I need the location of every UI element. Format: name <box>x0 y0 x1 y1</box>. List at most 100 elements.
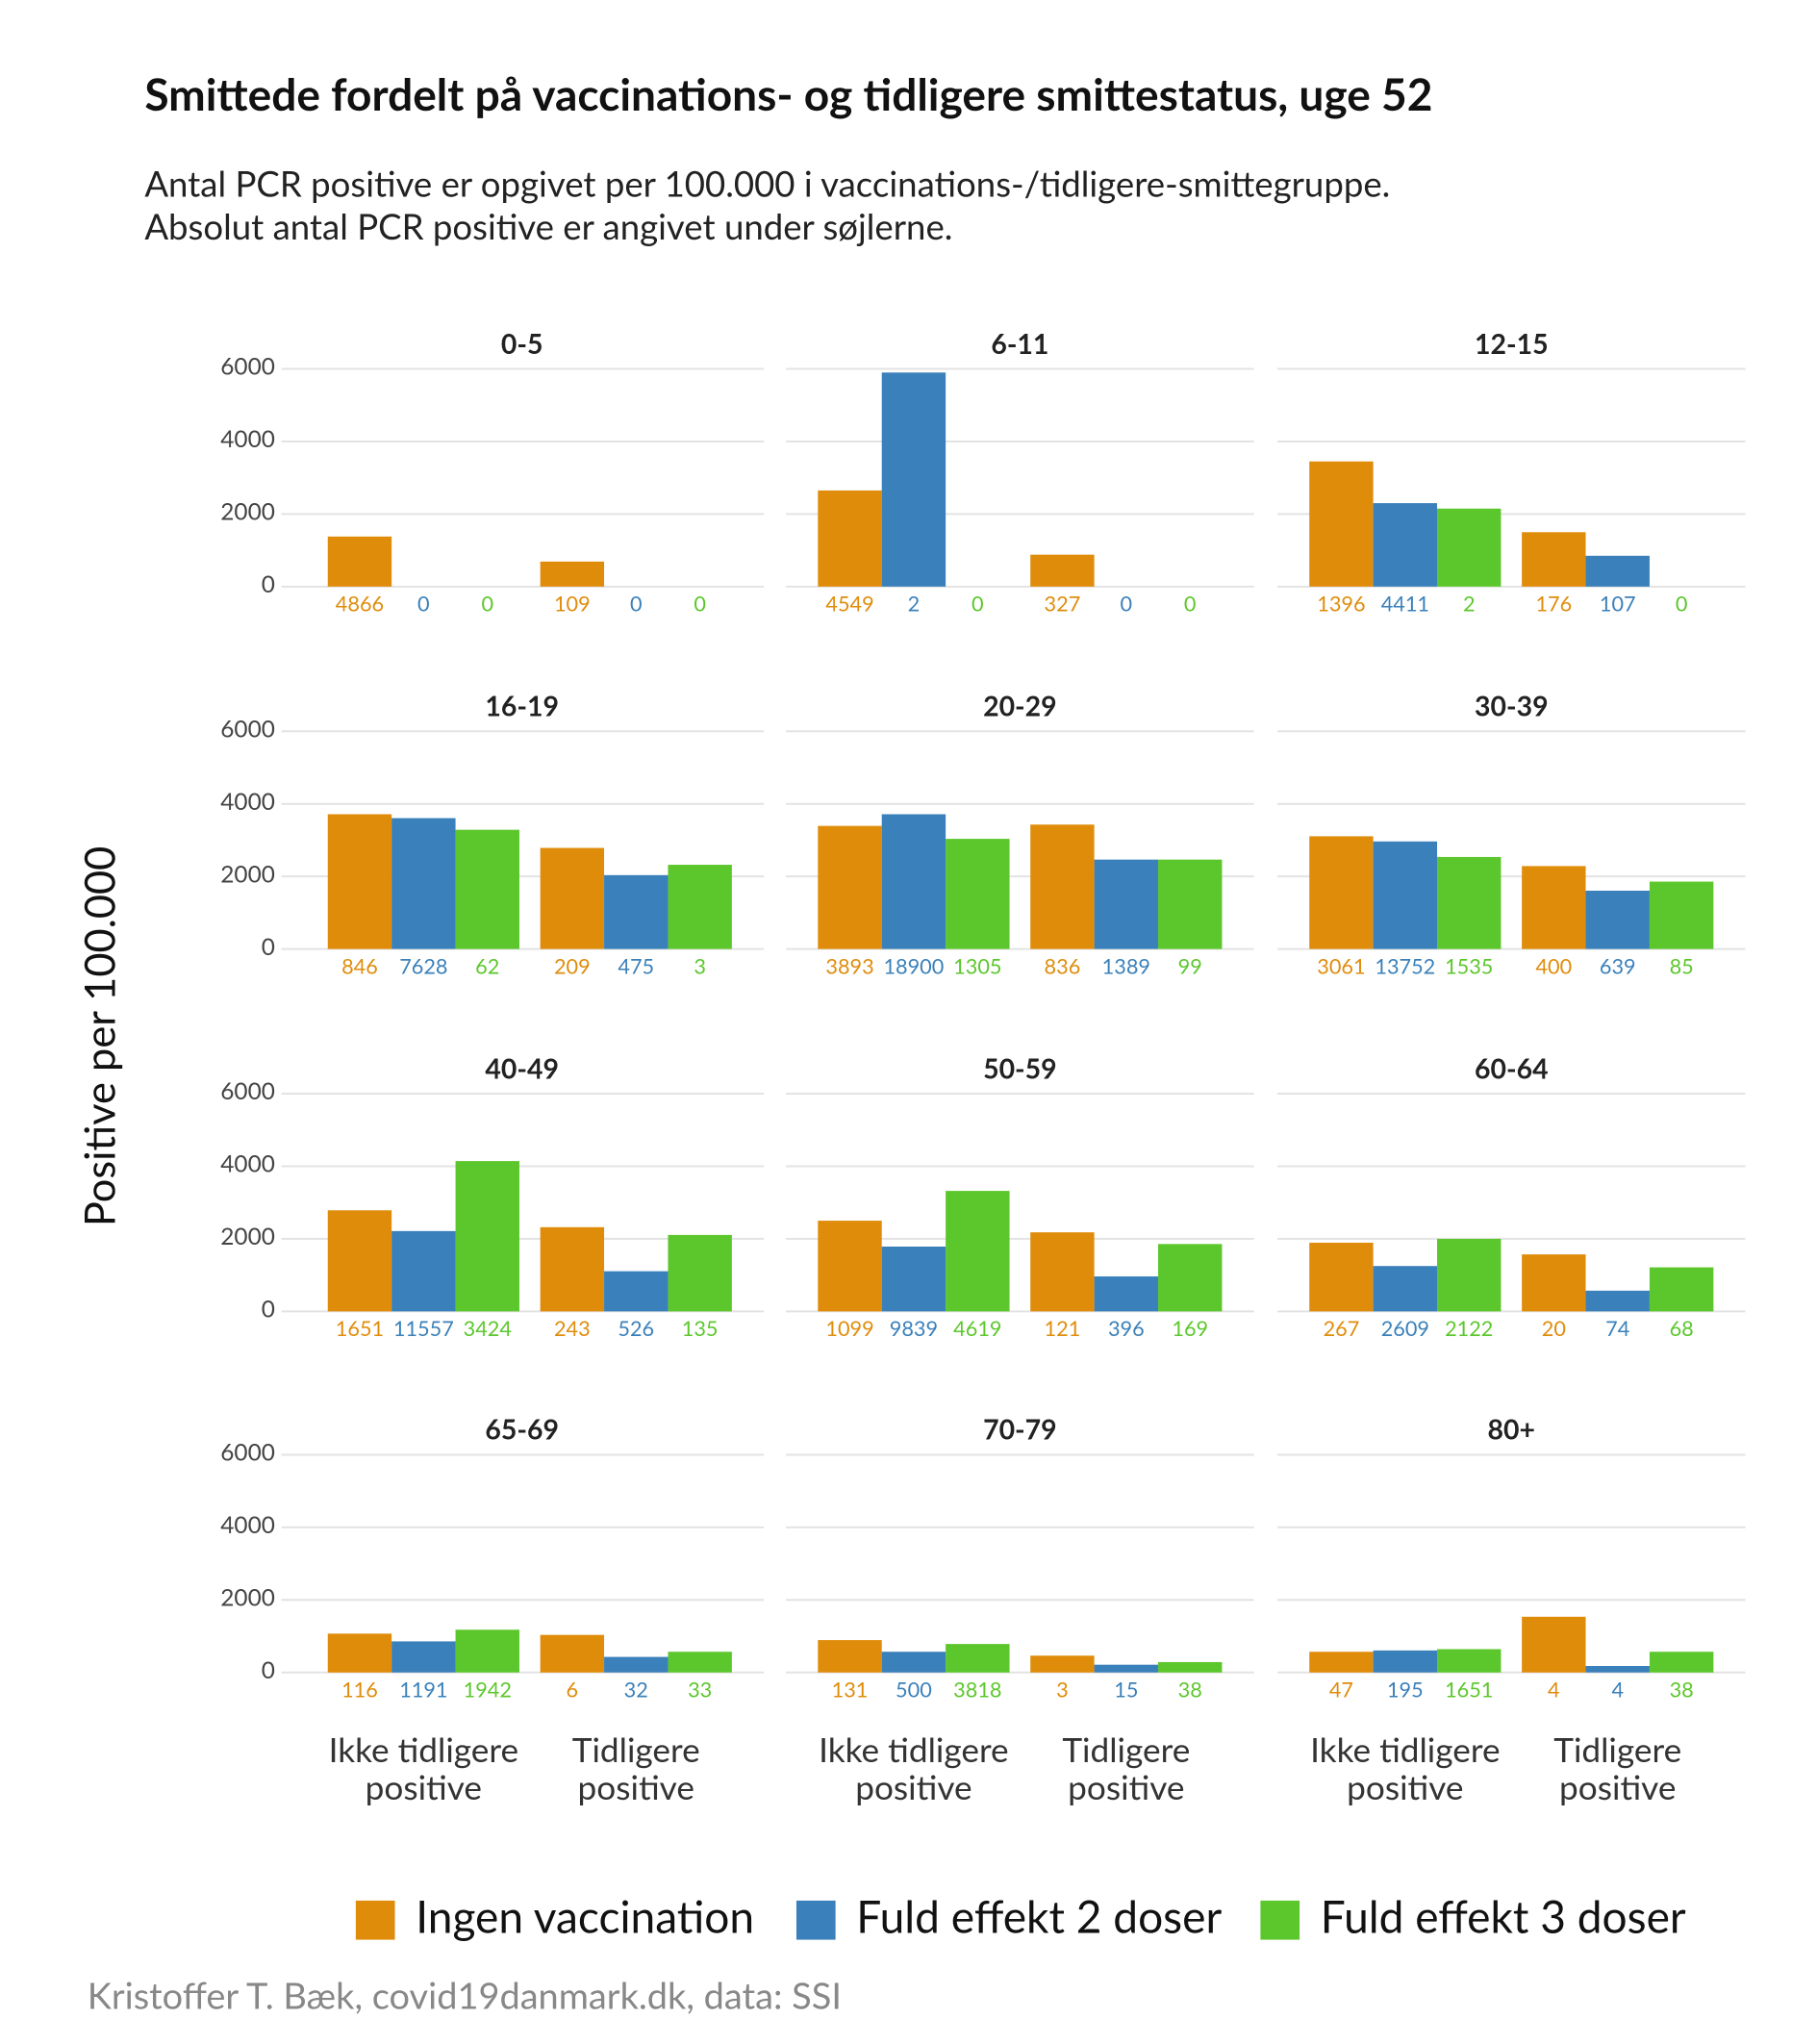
y-tick-label: 4000 <box>220 1150 275 1178</box>
bar <box>1030 824 1095 949</box>
panel-title: 80+ <box>1488 1414 1535 1447</box>
count-label: 131 <box>832 1678 869 1703</box>
bar <box>1585 555 1650 587</box>
panel-title: 20-29 <box>983 691 1057 723</box>
bar <box>818 825 882 949</box>
y-axis-label: Positive per 100.000 <box>74 846 124 1226</box>
bar <box>1309 1242 1374 1312</box>
count-label: 1651 <box>1445 1678 1493 1703</box>
bar <box>818 1640 882 1673</box>
count-label: 846 <box>341 953 378 978</box>
bar <box>1158 1244 1223 1312</box>
bar <box>391 1230 456 1312</box>
bar <box>1030 554 1095 587</box>
count-label: 1651 <box>336 1316 384 1341</box>
bar <box>1522 1616 1586 1673</box>
bar <box>1158 1661 1223 1673</box>
bar <box>1437 508 1502 587</box>
x-tick-label: Tidligere positive <box>1062 1729 1190 1807</box>
bar <box>327 536 392 587</box>
bar <box>1585 890 1650 949</box>
x-tick-label-line: positive <box>578 1766 694 1807</box>
panel-title: 60-64 <box>1475 1052 1549 1085</box>
y-tick-label: 6000 <box>220 715 275 743</box>
count-label: 0 <box>694 592 706 617</box>
bar <box>1158 859 1223 949</box>
x-tick-label-line: Ikke tidligere <box>819 1729 1008 1770</box>
count-label: 4549 <box>825 592 873 617</box>
y-tick-label: 2000 <box>220 860 275 888</box>
chart-subtitle: Absolut antal PCR positive er angivet un… <box>144 205 952 247</box>
bar <box>455 1629 519 1673</box>
y-tick-label: 4000 <box>220 425 275 453</box>
bar <box>1649 1267 1714 1312</box>
bar <box>327 1210 392 1312</box>
count-label: 3818 <box>953 1678 1001 1703</box>
bar <box>881 1652 946 1673</box>
count-label: 3 <box>694 953 706 978</box>
count-label: 99 <box>1178 953 1202 978</box>
bar <box>540 561 605 587</box>
bar <box>1030 1232 1095 1312</box>
bar <box>540 1634 605 1673</box>
x-tick-label-line: Tidligere <box>572 1729 700 1770</box>
count-label: 0 <box>417 592 430 617</box>
count-label: 4 <box>1548 1678 1560 1703</box>
y-tick-label: 0 <box>262 1296 275 1324</box>
panel-title: 6-11 <box>991 328 1048 361</box>
bar <box>1522 866 1586 949</box>
count-label: 475 <box>618 953 654 978</box>
count-label: 2609 <box>1381 1316 1429 1341</box>
count-label: 1191 <box>399 1678 447 1703</box>
legend-label: Ingen vaccination <box>416 1889 754 1942</box>
legend-label: Fuld effekt 3 doser <box>1321 1889 1686 1942</box>
x-tick-label: Ikke tidligere positive <box>329 1729 519 1807</box>
bar <box>455 1161 519 1312</box>
panel-title: 0-5 <box>501 328 543 361</box>
count-label: 2 <box>1463 592 1476 617</box>
y-tick-label: 0 <box>262 570 275 598</box>
count-label: 400 <box>1535 953 1572 978</box>
count-label: 3 <box>1056 1678 1069 1703</box>
count-label: 169 <box>1172 1316 1208 1341</box>
count-label: 4619 <box>953 1316 1001 1341</box>
count-label: 396 <box>1108 1316 1145 1341</box>
bar <box>327 1633 392 1673</box>
count-label: 32 <box>624 1678 648 1703</box>
bar <box>668 1652 732 1673</box>
count-label: 3424 <box>464 1316 512 1341</box>
count-label: 6 <box>567 1678 579 1703</box>
bar <box>668 865 732 949</box>
count-label: 0 <box>1184 592 1197 617</box>
count-label: 500 <box>896 1678 932 1703</box>
count-label: 85 <box>1670 953 1694 978</box>
bar <box>818 1221 882 1312</box>
count-label: 38 <box>1670 1678 1694 1703</box>
bar <box>1094 859 1159 949</box>
y-tick-label: 4000 <box>220 788 275 816</box>
x-tick-label-line: positive <box>855 1766 972 1807</box>
bar <box>1585 1666 1650 1673</box>
bar <box>1649 881 1714 949</box>
y-tick-label: 2000 <box>220 1223 275 1250</box>
x-tick-label-line: Tidligere <box>1553 1729 1681 1770</box>
x-tick-label-line: positive <box>1559 1766 1676 1807</box>
x-tick-label-line: Ikke tidligere <box>1310 1729 1501 1770</box>
count-label: 62 <box>475 953 499 978</box>
count-label: 121 <box>1045 1316 1081 1341</box>
bar <box>668 1234 732 1312</box>
bar <box>881 1246 946 1312</box>
bar <box>946 1191 1010 1312</box>
bar <box>1373 841 1438 949</box>
legend-swatch <box>795 1900 836 1940</box>
count-label: 15 <box>1114 1678 1138 1703</box>
bar <box>1094 1275 1159 1312</box>
count-label: 116 <box>341 1678 378 1703</box>
count-label: 4 <box>1611 1678 1624 1703</box>
x-tick-label: Ikke tidligere positive <box>819 1729 1008 1807</box>
legend-swatch <box>355 1900 395 1940</box>
bar <box>604 874 669 949</box>
count-label: 267 <box>1324 1316 1360 1341</box>
y-tick-label: 6000 <box>220 1077 275 1105</box>
bar <box>881 372 946 587</box>
